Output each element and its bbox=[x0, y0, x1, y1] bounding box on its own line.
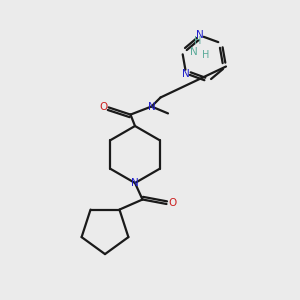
Text: H: H bbox=[194, 37, 201, 46]
Text: N: N bbox=[190, 47, 198, 57]
Text: H: H bbox=[202, 50, 210, 60]
Text: N: N bbox=[148, 101, 155, 112]
Text: N: N bbox=[131, 178, 139, 188]
Text: O: O bbox=[99, 102, 107, 112]
Text: N: N bbox=[196, 31, 204, 40]
Text: N: N bbox=[182, 68, 190, 79]
Text: O: O bbox=[168, 198, 177, 208]
